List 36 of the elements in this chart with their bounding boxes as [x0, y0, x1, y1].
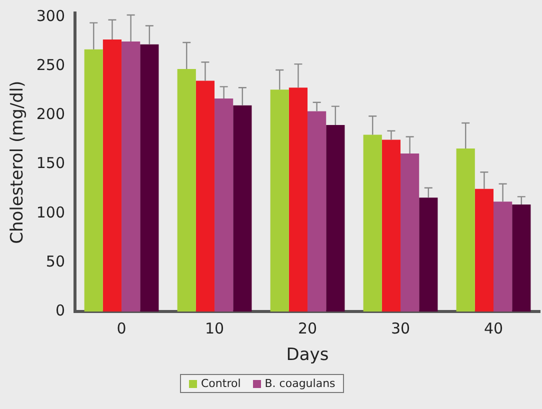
bar [288, 88, 308, 312]
x-tick-label: 20 [298, 319, 318, 338]
bar [456, 148, 475, 312]
bar [102, 40, 122, 312]
legend-label: B. coagulans [264, 377, 336, 390]
bar [363, 134, 382, 312]
bar [400, 153, 420, 312]
bar [196, 80, 215, 312]
bar [84, 49, 103, 312]
x-tick-label: 30 [390, 319, 410, 338]
bar [122, 41, 140, 312]
legend-label: Control [201, 377, 241, 390]
bar [270, 90, 289, 312]
bar [140, 44, 159, 312]
bar [382, 140, 401, 312]
y-tick-label: 300 [36, 6, 66, 25]
bar [474, 188, 494, 312]
bar [233, 105, 252, 312]
bar [214, 98, 234, 312]
y-axis-title: Cholesterol (mg/dl) [8, 80, 28, 244]
y-tick-label: 50 [46, 252, 66, 270]
x-tick-label: 0 [116, 319, 126, 338]
bar [494, 202, 512, 312]
y-tick-label: 100 [36, 203, 66, 222]
y-tick-label: 200 [36, 105, 66, 124]
x-axis-title: Days [286, 345, 329, 366]
y-tick-label: 250 [36, 56, 66, 74]
bar [177, 68, 196, 312]
x-tick-label: 10 [204, 319, 224, 338]
y-tick-label: 150 [36, 154, 66, 172]
bar [308, 111, 326, 312]
y-tick-label: 0 [55, 301, 66, 320]
bar [512, 204, 531, 312]
x-tick-label: 40 [484, 319, 504, 338]
bar [326, 124, 345, 312]
bar [419, 198, 438, 312]
